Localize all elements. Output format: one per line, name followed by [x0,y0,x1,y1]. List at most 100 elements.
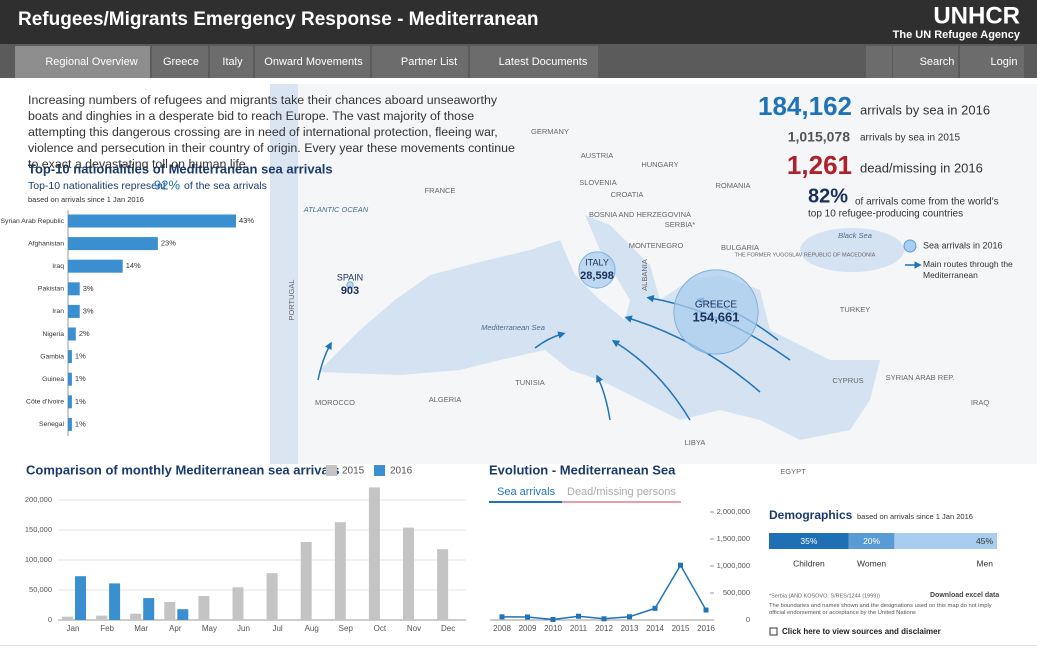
stat-value: 184,162 [758,91,852,121]
stat-value: 1,015,078 [788,129,850,145]
point [499,614,505,620]
bar [368,487,380,620]
stat-label: arrivals by sea in 2015 [860,133,960,144]
map-label: Black Sea [838,231,872,240]
x-tick-label: Feb [100,624,114,633]
bar [68,327,76,341]
x-tick-label: May [202,624,217,633]
rss-button[interactable] [866,46,892,78]
nav-tab-label[interactable]: Greece [163,56,199,68]
nav-tool[interactable] [893,46,958,78]
map-label: GERMANY [531,127,569,136]
bar [177,609,189,620]
value-label: 1% [75,374,86,383]
x-tick-label: Mar [134,624,148,633]
category-label: Afghanistan [28,240,64,247]
legend-swatch [326,465,337,476]
map-bubble-name: SPAIN [337,272,363,282]
download-link[interactable]: Download excel data [930,592,999,599]
map-bubble-name: GREECE [695,300,738,311]
map-bubble [578,251,616,289]
category-label: Iran [52,308,64,315]
x-tick-label: Aug [305,624,319,633]
x-tick-label: Sep [339,624,354,633]
nav-tool-label[interactable]: Search [920,56,955,68]
point [652,605,658,611]
bottom-rule [0,645,1037,646]
bar [68,259,123,273]
bar [164,602,176,620]
value-label: 1% [75,352,86,361]
footnote: *Serbia (AND KOSOVO: S/RES/1244 (1999)) [769,593,880,599]
chart-note: based on arrivals since 1 Jan 2016 [857,512,973,521]
x-tick-label: Dec [441,624,455,633]
nav-tab[interactable] [470,46,598,78]
nav-tab-label[interactable]: Onward Movements [264,56,363,68]
category-label: Guinea [42,376,64,383]
y-tick-label: 0 [48,615,52,624]
segment [894,533,997,549]
stat-value: 82% [808,185,848,207]
nav-tab-label[interactable]: Partner List [401,56,457,68]
map-label: TUNISIA [515,378,545,387]
map-label: SYRIAN ARAB REP. [886,373,955,382]
map-label: MONTENEGRO [629,241,684,250]
bar [403,527,414,620]
value-label: 3% [83,284,94,293]
map-bubble-value: 903 [341,285,359,297]
point [525,614,530,620]
bar [96,615,108,620]
legend-label: Main routes through the Mediterranean [923,259,1013,280]
chart-tab[interactable]: Sea arrivals [497,486,556,498]
value-label: 35% [800,536,817,546]
x-tick-label: 2011 [570,624,588,633]
map-ocean [270,84,298,464]
point [550,616,556,622]
bar [143,598,155,620]
point [601,616,607,622]
nav-tab[interactable] [372,46,468,78]
bar [109,583,121,620]
map-label: TURKEY [840,305,870,314]
map-label: LIBYA [685,438,706,447]
category-label: Iraq [52,263,64,270]
nav-tab-label[interactable]: Latest Documents [499,56,588,68]
nav-tab-label[interactable]: Regional Overview [45,56,137,68]
value-label: 43% [239,216,254,225]
chart-title: Top-10 nationalities of Mediterranean se… [28,161,333,176]
bar [68,417,72,431]
nav-tab[interactable] [15,46,150,78]
intro: Increasing numbers of refugees and migra… [28,93,515,171]
value-label: 20% [863,536,880,546]
map-black-sea [800,228,904,272]
value-label: 2% [79,329,90,338]
map-label: THE FORMER YUGOSLAV REPUBLIC OF MACEDONI… [735,252,876,258]
sources-link[interactable]: Click here to view sources and disclaime… [782,627,941,636]
bar [198,596,210,620]
logo-tagline: The UN Refugee Agency [893,29,1021,41]
chart-tab[interactable]: Dead/missing persons [567,486,676,498]
bar [300,542,312,620]
stat-value: 1,261 [787,150,852,180]
category-label: Nigeria [42,331,64,338]
nav-tool[interactable] [960,46,1024,78]
nav-tab[interactable] [210,46,253,78]
x-tick-label: Jun [237,624,250,633]
nav-tool-label[interactable]: Login [991,56,1018,68]
map-label: SERBIA* [665,220,696,229]
nav-tab-label[interactable]: Italy [222,56,243,68]
nav-tab[interactable] [255,46,370,78]
map-label: BOSNIA AND HERZEGOVINA [589,210,691,219]
value-label: 14% [126,261,141,270]
legend-swatch [374,465,385,476]
header-bar [0,0,1037,44]
legend-label: Sea arrivals in 2016 [923,240,1003,250]
map-bubble-value: 28,598 [580,270,614,282]
bar [62,616,73,620]
bar [130,613,142,620]
y-tick-label: 200,000 [25,495,52,504]
segment [848,533,895,549]
x-tick-label: 2012 [595,624,613,633]
nav-tab[interactable] [152,46,208,78]
